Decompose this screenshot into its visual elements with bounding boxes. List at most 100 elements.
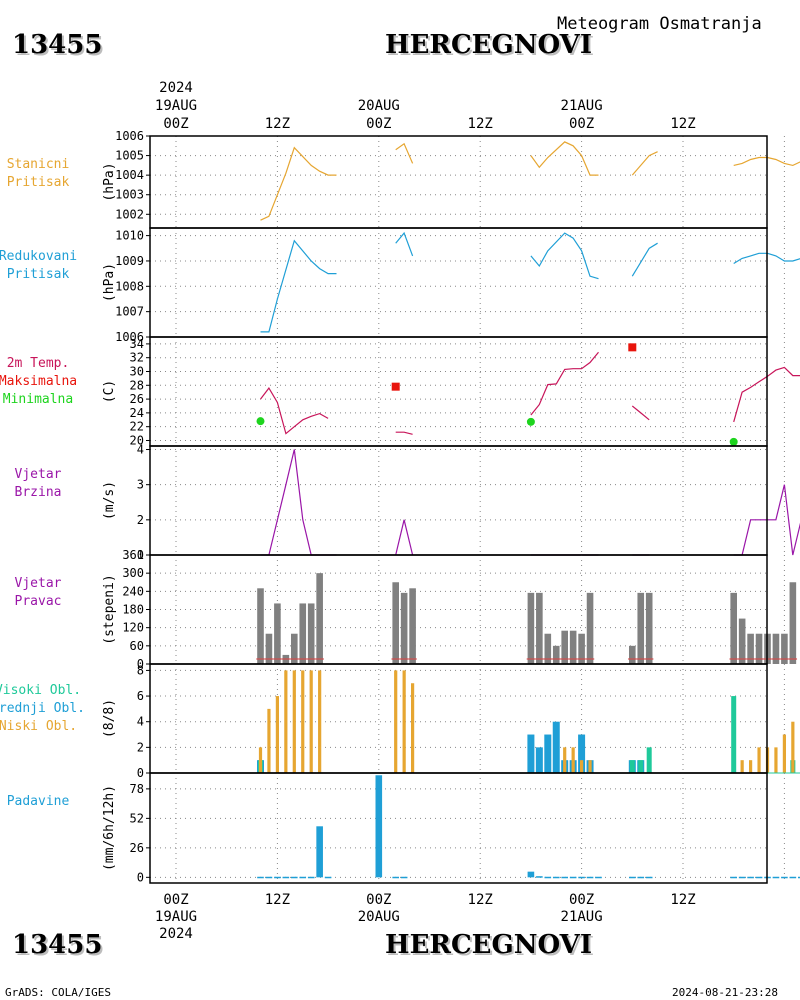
precip-bar <box>536 876 543 878</box>
reduced_pressure-line <box>395 231 414 257</box>
precip-bar <box>629 876 636 879</box>
reduced_pressure-line <box>530 232 599 280</box>
cloud_cover-ytick-label: 6 <box>137 689 144 703</box>
temperature-ytick-label: 26 <box>130 392 144 406</box>
wind_direction-ytick-label: 180 <box>122 603 144 617</box>
wind_speed-ytick-label: 2 <box>137 513 144 527</box>
wind-direction-bar <box>536 592 543 664</box>
wind_direction-side-label: Vjetar <box>15 576 62 591</box>
station-name-top: HERCEGNOVI <box>385 30 592 60</box>
precip-bar <box>755 876 763 879</box>
wind_speed-ylabel: (m/s) <box>102 481 117 520</box>
cloud_cover-side-label: Visoki Obl. <box>0 683 81 698</box>
precipitation-ytick-label: 26 <box>130 841 144 855</box>
tmin-marker <box>256 417 265 426</box>
station-id-top: 13455 <box>12 30 103 60</box>
wind-direction-bar <box>316 573 323 664</box>
cloud-low-bar <box>782 734 786 773</box>
precip-bar <box>730 876 737 879</box>
temperature-side-label: 2m Temp. <box>7 356 70 371</box>
precip-bar <box>637 876 645 879</box>
station_pressure-side-label: Pritisak <box>7 175 70 190</box>
hour-label-top: 12Z <box>670 116 695 132</box>
wind-direction-bar <box>409 588 416 664</box>
date-label-bottom: 20AUG <box>358 909 400 925</box>
wind_speed-side-label: Vjetar <box>15 467 62 482</box>
precip-bar <box>781 876 788 879</box>
temperature-ytick-label: 22 <box>130 420 144 434</box>
wind_direction-ytick-label: 0 <box>137 657 144 671</box>
reduced_pressure-ytick-label: 1006 <box>115 330 144 344</box>
wind-direction-bar <box>544 633 552 664</box>
wind-direction-bar <box>578 633 585 664</box>
wind-direction-bar <box>291 633 298 664</box>
cloud-low-bar <box>318 670 322 773</box>
precip-bar <box>265 876 273 879</box>
station_pressure-line <box>395 142 414 164</box>
station_pressure-ylabel: (hPa) <box>102 162 117 201</box>
station_pressure-frame <box>149 135 768 229</box>
cloud-low-bar <box>580 760 584 773</box>
cloud-low-bar <box>309 670 313 773</box>
precip-bar <box>291 876 298 879</box>
wind-direction-bar <box>755 633 763 664</box>
wind_direction-ytick-label: 120 <box>122 621 144 635</box>
temperature-line <box>260 387 329 435</box>
wind_direction-ytick-label: 60 <box>130 639 144 653</box>
precip-bar <box>645 876 653 879</box>
cloud-mid-bar <box>552 721 560 773</box>
cloud_cover-frame <box>149 663 768 774</box>
station_pressure-ytick-label: 1004 <box>115 168 144 182</box>
cloud-mid-bar <box>544 734 552 773</box>
cloud-low-bar <box>740 760 744 773</box>
wind_speed-side-label: Brzina <box>15 485 62 500</box>
precipitation-ytick-label: 52 <box>130 811 144 825</box>
precip-bar <box>375 775 383 878</box>
wind_speed-line <box>395 519 414 556</box>
footer-timestamp: 2024-08-21-23:28 <box>672 986 778 999</box>
station_pressure-line <box>260 146 337 221</box>
date-label-top: 20AUG <box>358 98 400 114</box>
cloud-low-bar <box>563 747 567 773</box>
wind-direction-bar <box>527 592 535 664</box>
hour-label-top: 12Z <box>265 116 290 132</box>
wind-direction-bar <box>772 633 780 664</box>
hour-label-bottom: 00Z <box>366 892 391 908</box>
station_pressure-line <box>530 141 599 176</box>
temperature-ytick-label: 32 <box>130 351 144 365</box>
precip-bar <box>324 876 332 879</box>
reduced_pressure-side-label: Pritisak <box>7 267 70 282</box>
footer-grads: GrADS: COLA/IGES <box>5 986 111 999</box>
cloud-low-bar <box>284 670 288 773</box>
station-name-bottom: HERCEGNOVI <box>385 930 592 960</box>
precip-bar <box>544 876 552 879</box>
temperature-ylabel: (C) <box>102 380 117 403</box>
precip-bar <box>789 876 797 879</box>
precipitation-frame <box>149 772 768 884</box>
reduced_pressure-line <box>260 239 337 333</box>
tmin-marker <box>729 437 738 446</box>
wind_direction-side-label: Pravac <box>15 594 62 609</box>
cloud_cover-side-label: Niski Obl. <box>0 719 77 734</box>
cloud_cover-side-label: Srednji Obl. <box>0 701 85 716</box>
precip-bar <box>798 876 800 879</box>
cloud-low-bar <box>394 670 398 773</box>
cloud-high-bar <box>638 760 644 773</box>
wind_speed-ytick-label: 1 <box>137 548 144 562</box>
wind-direction-bar <box>552 645 560 664</box>
reduced_pressure-ylabel: (hPa) <box>102 263 117 302</box>
hour-label-top: 00Z <box>569 116 594 132</box>
cloud-low-bar <box>292 670 296 773</box>
temperature-ytick-label: 24 <box>130 406 144 420</box>
tmax-marker <box>628 343 637 352</box>
wind-direction-bar <box>392 582 399 664</box>
temperature-side-label: Maksimalna <box>0 374 77 389</box>
station_pressure-ytick-label: 1003 <box>115 188 144 202</box>
wind-direction-bar <box>299 603 307 664</box>
precip-bar <box>561 876 568 879</box>
wind-direction-bar <box>738 618 746 664</box>
station_pressure-ytick-label: 1002 <box>115 207 144 221</box>
year-label-top: 2024 <box>159 80 193 96</box>
precipitation-ytick-label: 0 <box>137 870 144 884</box>
wind-direction-bar <box>586 592 594 664</box>
